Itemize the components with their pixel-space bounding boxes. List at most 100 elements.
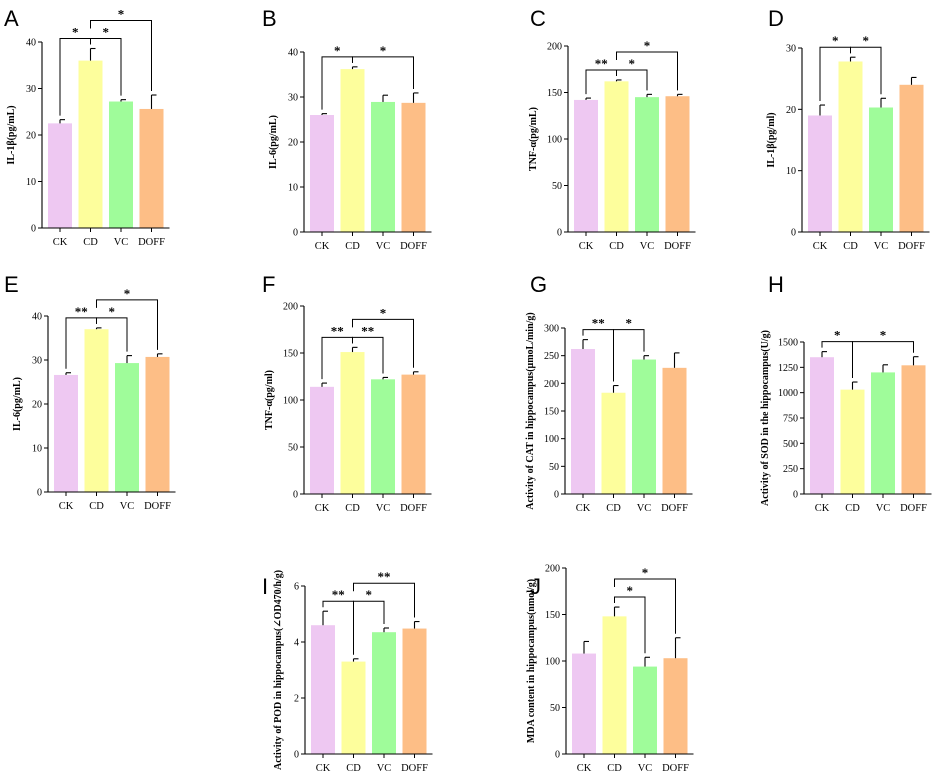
significance-label: * [627,583,634,598]
significance-label: * [334,43,341,58]
x-tick-label: CK [576,503,591,514]
y-tick-label: 0 [293,490,298,501]
y-tick-label: 1000 [778,388,798,399]
x-tick-label: CD [609,241,624,252]
y-tick-label: 200 [547,42,562,53]
x-tick-label: CD [89,501,104,512]
x-tick-label: VC [640,241,655,252]
y-tick-label: 40 [32,312,42,323]
x-tick-label: DOFF [144,501,171,512]
y-tick-label: 150 [544,407,559,418]
y-tick-label: 30 [26,84,36,95]
y-tick-label: 200 [545,564,560,575]
y-tick-label: 0 [791,228,796,239]
x-tick-label: DOFF [400,241,427,252]
y-tick-label: 0 [294,750,299,761]
bar-vc [635,97,659,233]
significance-bracket [616,69,648,91]
significance-label: ** [361,323,374,338]
bar-ck [574,99,598,232]
x-tick-label: DOFF [400,503,427,514]
significance-bracket [614,578,676,634]
x-tick-label: CK [577,763,592,774]
y-tick-label: 40 [288,48,298,59]
x-tick-label: CD [83,237,98,248]
significance-label: ** [595,56,608,71]
significance-bracket [352,56,414,89]
significance-label: * [124,286,131,301]
y-tick-label: 50 [288,443,298,454]
x-tick-label: DOFF [401,763,428,774]
panel-letter: C [530,6,546,31]
y-tick-label: 100 [283,396,298,407]
y-tick-label: 6 [294,582,299,593]
significance-label: * [880,328,887,343]
y-tick-label: 2 [294,694,299,705]
bar-cd [602,616,627,754]
x-tick-label: DOFF [664,241,691,252]
bar-doff [401,102,426,232]
y-tick-label: 250 [544,351,559,362]
significance-bracket [96,299,158,350]
y-axis-title: MDA content in hippocampus(nmol/g) [526,579,537,743]
y-tick-label: 100 [547,135,562,146]
x-tick-label: VC [377,763,392,774]
y-tick-label: 0 [554,490,559,501]
bar-cd [604,81,629,232]
significance-bracket [616,51,678,91]
x-tick-label: VC [876,503,891,514]
y-tick-label: 750 [783,414,798,425]
y-tick-label: 50 [550,703,560,714]
significance-bracket [352,318,414,368]
y-axis-title: IL-1β(pg/mL) [6,105,17,164]
y-tick-label: 300 [544,324,559,335]
panel-i: I CK CD VC DOFF 0 2 4 6 Activity of POD in hippoc… [262,569,433,774]
significance-label: * [366,587,373,602]
bar-cd [838,61,863,232]
significance-bracket [322,600,354,655]
x-tick-label: VC [638,763,653,774]
x-tick-label: VC [376,503,391,514]
bar-vc [633,666,657,754]
x-tick-label: CK [315,503,330,514]
x-tick-label: CK [579,241,594,252]
panel-letter: I [262,574,268,599]
x-tick-label: DOFF [662,763,689,774]
y-tick-label: 1250 [778,363,798,374]
x-tick-label: CK [815,503,830,514]
y-tick-label: 1500 [778,338,798,349]
y-tick-label: 0 [557,228,562,239]
significance-label: * [834,328,841,343]
panel-h: H CK CD VC DOFF 0 250 500 750 1000 1250 1500 Activit… [760,272,932,514]
bar-cd [840,389,865,494]
significance-label: ** [332,587,345,602]
bar-doff [662,367,687,494]
bar-vc [871,372,895,494]
x-tick-label: CD [346,763,361,774]
significance-label: ** [378,569,391,584]
y-tick-label: 0 [555,750,560,761]
significance-bracket [90,38,122,96]
panel-b: B CK CD VC DOFF 0 10 20 30 40 IL-6(pg/mL) * * [262,6,432,252]
panel-j: J CK CD VC DOFF 0 50 100 150 200 MDA content in hi… [526,564,694,774]
bar-ck [48,123,72,228]
x-tick-label: CK [813,241,828,252]
y-tick-label: 0 [793,490,798,501]
significance-bracket [852,341,914,353]
y-tick-label: 150 [547,88,562,99]
x-tick-label: VC [637,503,652,514]
bar-cd [601,392,626,494]
y-axis-title: Activity of CAT in hippocampus(μmoL/min/… [525,312,536,510]
bar-vc [372,632,396,754]
significance-label: * [644,38,651,53]
bar-vc [869,107,893,232]
y-tick-label: 50 [552,181,562,192]
y-tick-label: 100 [545,657,560,668]
bar-ck [310,386,334,494]
panel-letter: J [530,574,541,599]
x-tick-label: CK [316,763,331,774]
significance-label: * [863,33,870,48]
